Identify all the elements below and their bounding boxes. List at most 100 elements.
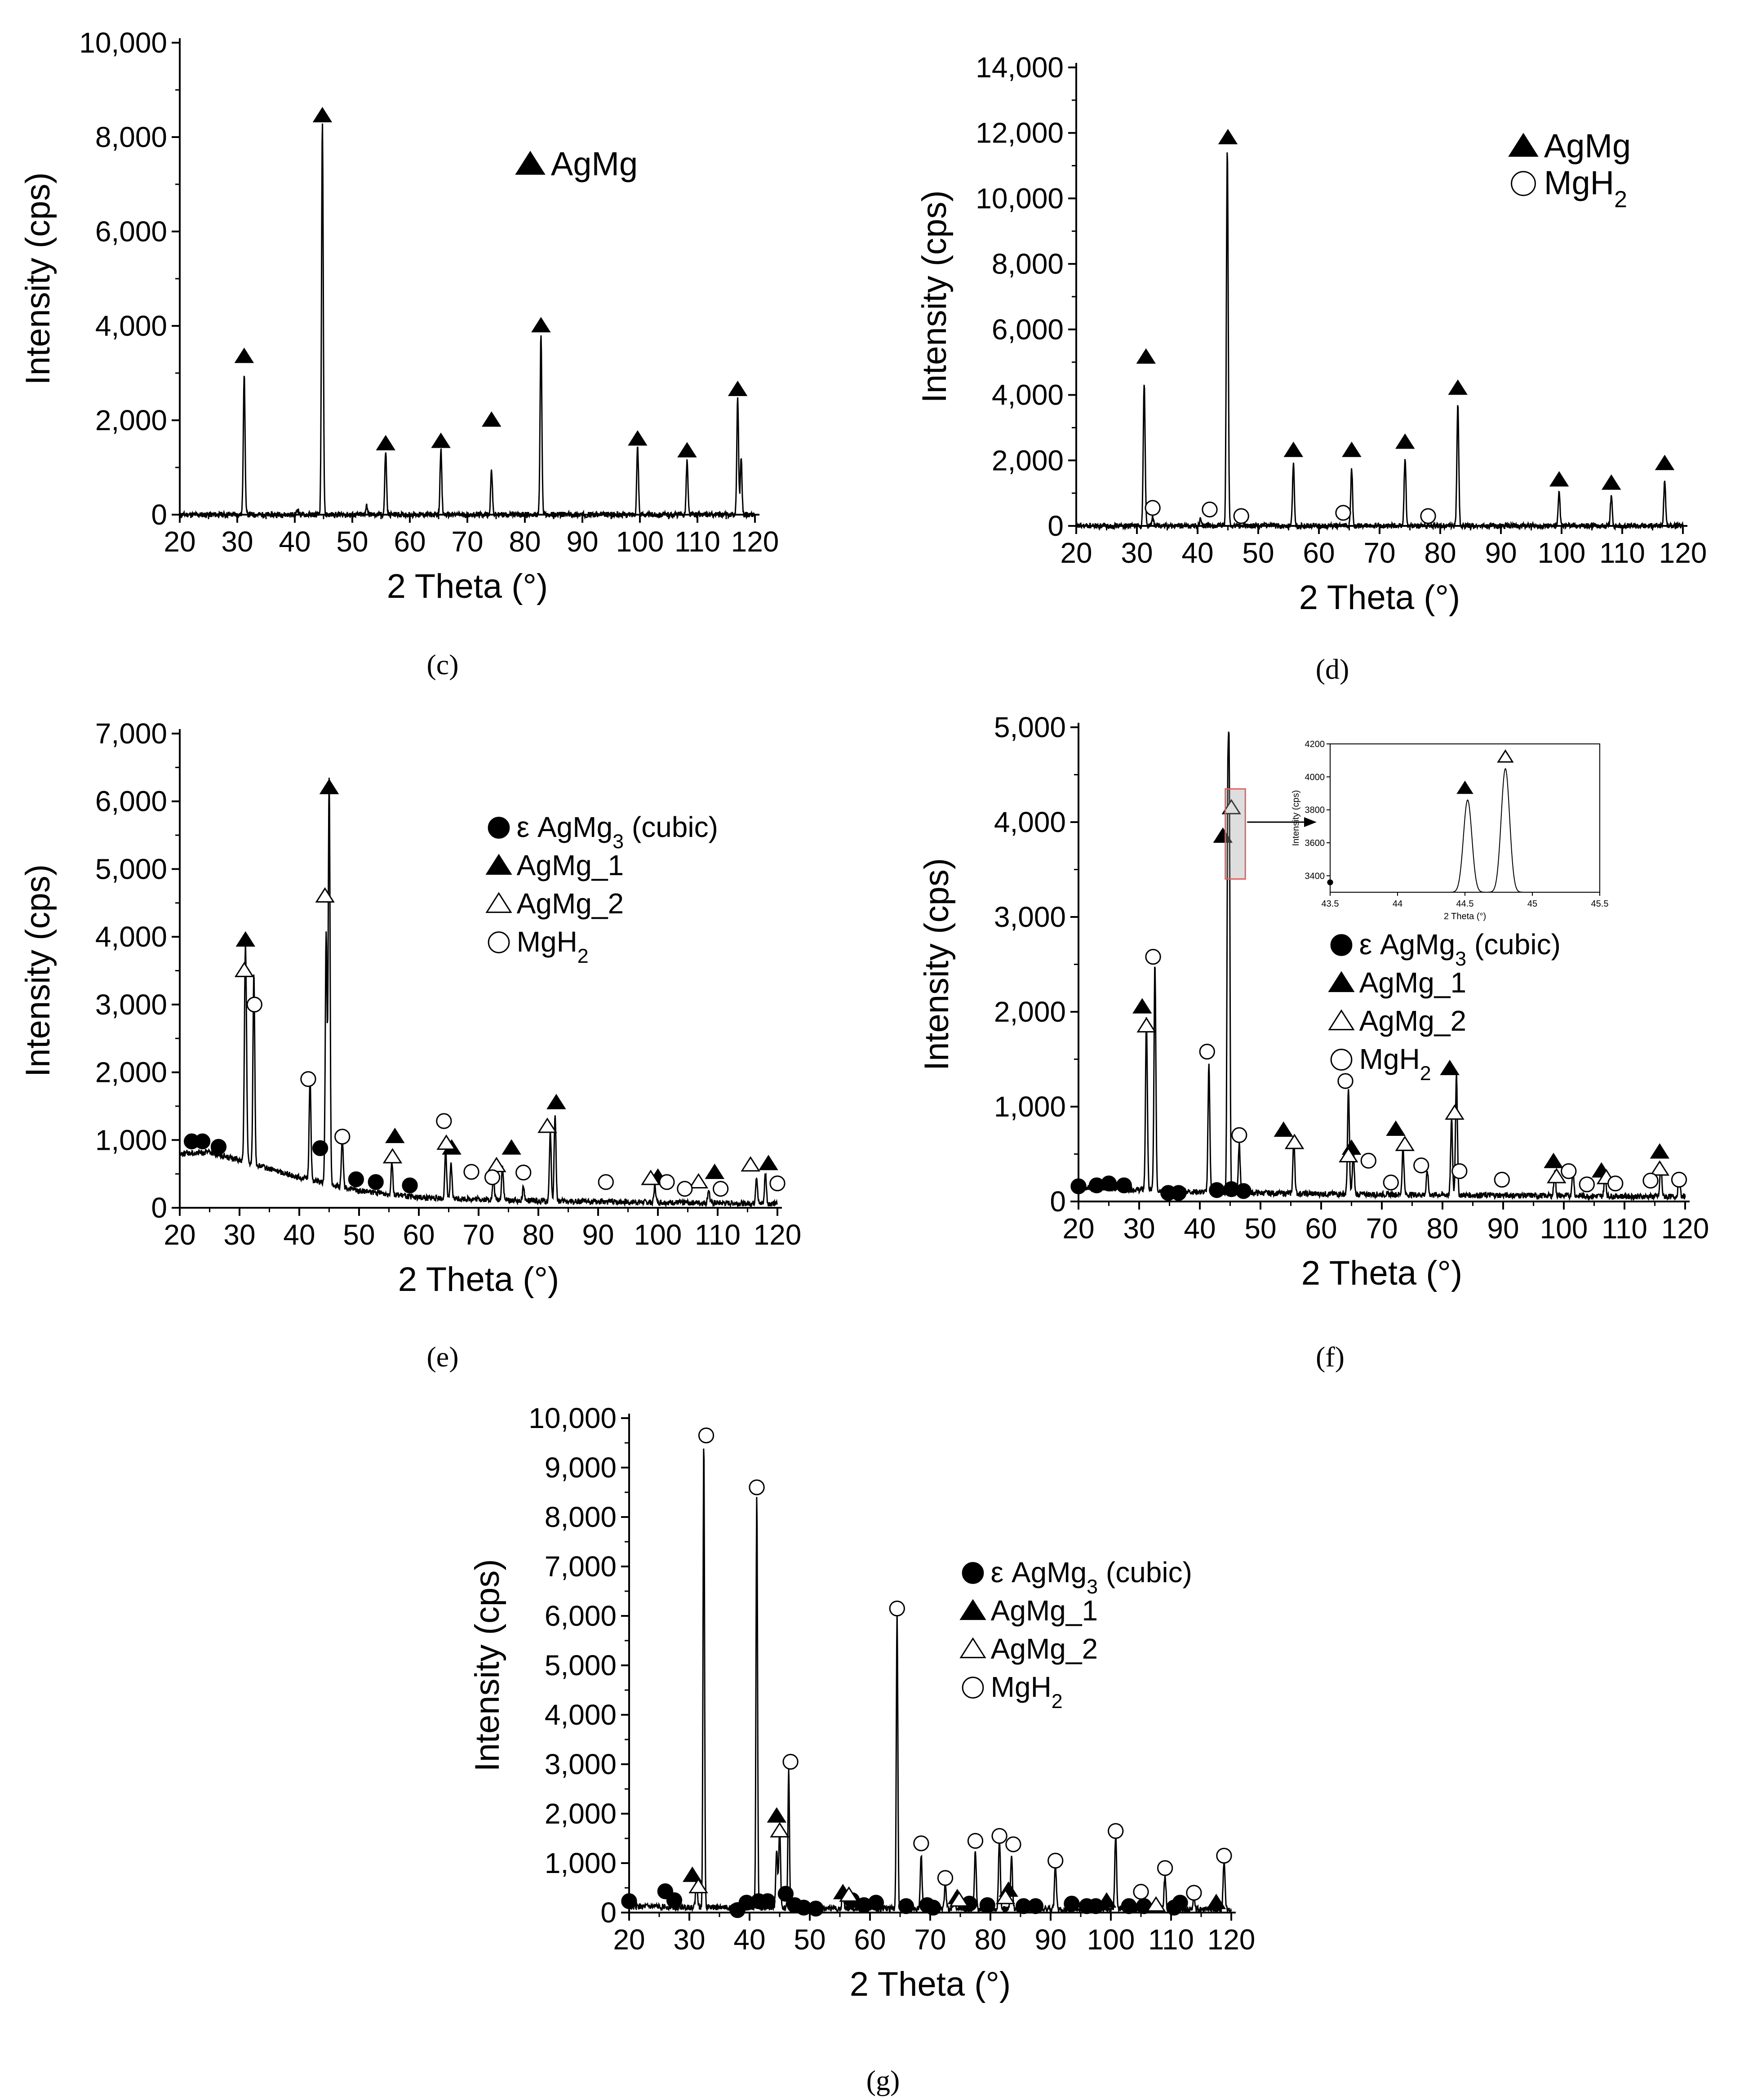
zoom-arrow-head: [1304, 817, 1317, 827]
agmg2-marker: [1395, 1135, 1415, 1151]
inset-chart: 43.5 44 44.5 45 45.5 3400 3600 3800 4000 4200 2 Th…: [1291, 739, 1608, 921]
agmg-marker: [1213, 827, 1233, 843]
mgh2-marker: [889, 1600, 905, 1617]
x-axis-title: 2 Theta (°): [1301, 1254, 1462, 1292]
y-tick-label: 8,000: [95, 121, 167, 153]
x-tick-label: 50: [1244, 1212, 1276, 1245]
legend-label-main: MgH: [991, 1671, 1052, 1703]
agmg-marker: [235, 931, 256, 947]
x-tick-label: 70: [462, 1219, 494, 1251]
y-axis-title: Intensity (cps): [918, 858, 956, 1071]
mgh2-marker: [962, 1677, 984, 1699]
x-tick-label: 30: [1121, 537, 1153, 569]
mgh2-marker: [749, 1479, 765, 1495]
legend-label-main: AgMg_2: [1359, 1005, 1466, 1037]
agmg-marker: [501, 1139, 521, 1155]
agmg2-marker: [839, 1886, 859, 1902]
legend-label: AgMg_2: [991, 1633, 1098, 1665]
y-tick-label: 5,000: [545, 1649, 617, 1682]
agmg2-marker: [1136, 1017, 1156, 1032]
y-tick-label: 7,000: [545, 1550, 617, 1583]
mgh2-marker: [463, 1164, 479, 1180]
x-tick-label: 40: [279, 525, 311, 558]
xrd-trace: [179, 778, 778, 1209]
x-tick-label: 90: [566, 525, 598, 558]
x-tick-label: 70: [914, 1923, 946, 1956]
legend-label: ε AgMg3 (cubic): [991, 1556, 1192, 1598]
mgh2-marker: [515, 1164, 532, 1181]
agmg2-marker: [1650, 1160, 1670, 1176]
agmg-marker: [546, 1094, 566, 1109]
agmg2-marker: [1445, 1104, 1465, 1120]
x-tick-label: 90: [1034, 1923, 1066, 1956]
legend-label-subscript: 2: [1420, 1062, 1431, 1085]
legend-label-main: AgMg_1: [517, 849, 624, 881]
x-tick-label: 80: [509, 525, 541, 558]
x-tick-label: 70: [1366, 1212, 1398, 1245]
agmg2-marker: [537, 1117, 557, 1133]
legend-label: ε AgMg3 (cubic): [517, 811, 718, 853]
agmg-marker: [705, 1163, 725, 1179]
agmg-marker: [759, 1155, 778, 1170]
x-tick-label: 50: [1242, 537, 1274, 569]
agmg-marker: [319, 779, 339, 794]
y-tick-label: 2,000: [994, 996, 1066, 1028]
y-axis-title: Intensity (cps): [468, 1559, 506, 1771]
y-tick-label: 2,000: [95, 1056, 167, 1089]
y-tick-label: 8,000: [992, 248, 1064, 280]
y-tick-label: 3,000: [95, 988, 167, 1021]
panel-label: (g): [866, 2064, 900, 2096]
x-tick-label: 120: [1659, 537, 1707, 569]
x-tick-label: 60: [1305, 1212, 1337, 1245]
mgh2-marker: [1216, 1847, 1232, 1864]
mgh2-marker: [1157, 1860, 1173, 1876]
agmg-marker: [628, 430, 648, 446]
x-axis-title: 2 Theta (°): [387, 567, 548, 605]
mgh2-marker: [1005, 1836, 1021, 1852]
agmg2-marker: [741, 1156, 760, 1172]
y-tick-label: 2,000: [545, 1797, 617, 1830]
mgh2-marker: [300, 1071, 316, 1087]
agmg-marker: [1456, 780, 1473, 794]
x-tick-label: 90: [1485, 537, 1517, 569]
agmg-marker: [1650, 1143, 1670, 1159]
x-axis-title: 2 Theta (°): [398, 1260, 559, 1299]
mgh2-marker: [1233, 508, 1249, 524]
x-tick-label: 80: [974, 1923, 1006, 1956]
x-tick-label: 20: [1060, 537, 1092, 569]
y-tick-label: 0: [1050, 1185, 1066, 1218]
agmg2-marker: [770, 1822, 790, 1838]
epsilon-agmg3-marker: [1235, 1183, 1252, 1199]
epsilon-agmg3-marker: [1027, 1898, 1044, 1914]
epsilon-agmg3-marker: [759, 1893, 776, 1909]
x-tick-label: 60: [854, 1923, 886, 1956]
x-tick-label: 110: [695, 1219, 741, 1251]
mgh2-marker: [488, 931, 510, 953]
x-tick-label: 40: [1184, 1212, 1216, 1245]
epsilon-agmg3-marker: [1330, 934, 1353, 956]
x-axis-title: 2 Theta (°): [1299, 578, 1460, 617]
legend-label-main: AgMg_1: [991, 1594, 1098, 1627]
mgh2-marker: [1360, 1152, 1376, 1169]
y-tick-label: 1,000: [545, 1847, 617, 1879]
agmg-marker: [682, 1866, 702, 1882]
agmg2-marker: [1328, 1009, 1355, 1031]
mgh2-marker: [334, 1129, 351, 1145]
agmg2-marker: [1221, 799, 1241, 814]
x-tick-label: 40: [1181, 537, 1213, 569]
x-tick-label: 60: [394, 525, 426, 558]
epsilon-agmg3-marker: [488, 817, 510, 839]
mgh2-marker: [1202, 501, 1218, 518]
legend-label: AgMg: [1544, 127, 1631, 165]
panel-c: 20 30 40 50 60 70 80 90 100 110 120 0 2,000 4,000 6,00…: [19, 27, 779, 681]
panel-e: 20 30 40 50 60 70 80 90 100 110 120 0 1,000 2,000 3,00…: [19, 717, 801, 1373]
legend-label: MgH2: [991, 1671, 1063, 1713]
legend-label-main: ε AgMg: [1359, 928, 1456, 961]
agmg-marker: [1218, 129, 1238, 144]
y-tick-label: 0: [1047, 510, 1064, 542]
mgh2-marker: [1561, 1163, 1577, 1179]
agmg2-marker: [485, 892, 512, 913]
agmg-marker: [1544, 1152, 1563, 1168]
legend-label-main: AgMg: [551, 145, 638, 182]
